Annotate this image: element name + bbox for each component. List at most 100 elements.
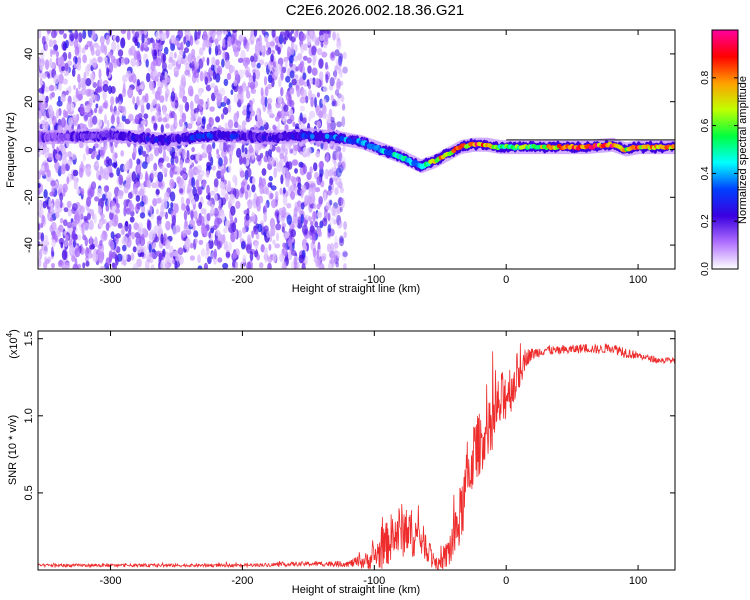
track-core — [105, 132, 110, 138]
noise-blob — [128, 113, 134, 122]
noise-blob — [118, 190, 124, 196]
noise-blob — [251, 212, 256, 223]
noise-blob — [47, 30, 51, 34]
noise-blob — [189, 219, 196, 227]
noise-blob — [105, 204, 110, 212]
noise-blob — [139, 201, 145, 207]
noise-blob — [281, 226, 285, 233]
noise-blob — [266, 109, 273, 115]
noise-blob — [73, 179, 78, 190]
noise-blob — [92, 30, 96, 36]
noise-blob — [311, 233, 316, 245]
snr-frame — [37, 330, 676, 571]
noise-blob — [207, 200, 212, 206]
noise-blob — [282, 187, 286, 195]
spectrogram-x-label: Height of straight line (km) — [292, 283, 420, 295]
noise-blob — [40, 208, 44, 215]
x-tick-label: -300 — [100, 575, 122, 587]
noise-blob — [195, 169, 201, 175]
noise-blob — [257, 223, 263, 233]
noise-blob — [131, 231, 136, 240]
spectrogram-y-ticks: -40 -20 0 20 40 — [23, 48, 675, 253]
noise-blob — [46, 169, 51, 178]
noise-blob — [154, 236, 160, 243]
noise-blob — [110, 240, 115, 251]
noise-blob — [285, 231, 290, 239]
noise-blob — [169, 191, 176, 202]
noise-blob — [153, 162, 158, 172]
noise-blob — [258, 262, 264, 269]
noise-blob — [162, 248, 166, 258]
noise-blob — [189, 35, 194, 47]
noise-blob — [139, 246, 145, 253]
noise-blob — [95, 103, 99, 109]
noise-blob — [287, 251, 293, 261]
noise-blob — [278, 76, 282, 88]
noise-blob — [316, 120, 322, 128]
track-core — [324, 133, 330, 140]
noise-blob — [326, 113, 332, 123]
noise-blob — [105, 222, 110, 232]
noise-blob — [244, 147, 248, 155]
noise-blob — [66, 176, 70, 185]
noise-blob — [38, 151, 41, 158]
noise-blob — [85, 78, 92, 87]
noise-blob — [116, 253, 123, 262]
colorbar-ticks: 0.0 0.2 0.4 0.6 0.8 — [700, 70, 738, 276]
noise-blob — [250, 88, 257, 95]
noise-blob — [145, 59, 149, 68]
noise-blob — [302, 55, 308, 61]
track-core — [225, 133, 231, 139]
noise-blob — [215, 59, 220, 66]
noise-blob — [178, 118, 183, 128]
noise-blob — [306, 57, 312, 64]
noise-blob — [180, 196, 185, 206]
noise-blob — [198, 58, 204, 69]
noise-blob — [270, 226, 276, 237]
noise-blob — [203, 262, 208, 269]
noise-blob — [151, 182, 157, 189]
noise-blob — [86, 66, 90, 77]
noise-blob — [157, 71, 162, 77]
track-core — [198, 133, 203, 140]
noise-blob — [276, 232, 279, 242]
noise-blob — [91, 57, 98, 69]
noise-blob — [136, 79, 141, 87]
noise-blob — [51, 263, 55, 269]
noise-blob — [118, 93, 123, 100]
noise-blob — [156, 103, 161, 113]
noise-blob — [191, 48, 196, 58]
noise-blob — [58, 73, 64, 85]
noise-blob — [123, 163, 129, 172]
noise-blob — [88, 222, 94, 231]
noise-blob — [191, 146, 195, 153]
noise-blob — [197, 186, 203, 195]
noise-blob — [248, 143, 253, 154]
noise-blob — [38, 248, 43, 260]
noise-blob — [185, 40, 191, 48]
noise-blob — [60, 164, 66, 175]
noise-blob — [184, 101, 190, 112]
noise-blob — [62, 187, 66, 197]
noise-blob — [194, 61, 199, 68]
noise-blob — [278, 207, 283, 216]
noise-blob — [86, 213, 91, 220]
track-core — [166, 136, 172, 142]
noise-blob — [229, 65, 236, 73]
noise-blob — [50, 180, 56, 187]
track-core — [101, 131, 106, 138]
noise-blob — [338, 55, 343, 66]
noise-blob — [329, 199, 333, 206]
noise-blob — [221, 197, 227, 206]
noise-blob — [59, 192, 64, 201]
noise-blob — [314, 96, 317, 108]
noise-blob — [303, 43, 308, 51]
noise-blob — [333, 68, 337, 80]
noise-blob — [189, 89, 194, 97]
noise-blob — [270, 222, 276, 229]
noise-blob — [87, 147, 93, 155]
track-core — [208, 133, 214, 140]
noise-blob — [331, 205, 336, 217]
noise-blob — [209, 190, 216, 196]
noise-blob — [48, 84, 55, 92]
